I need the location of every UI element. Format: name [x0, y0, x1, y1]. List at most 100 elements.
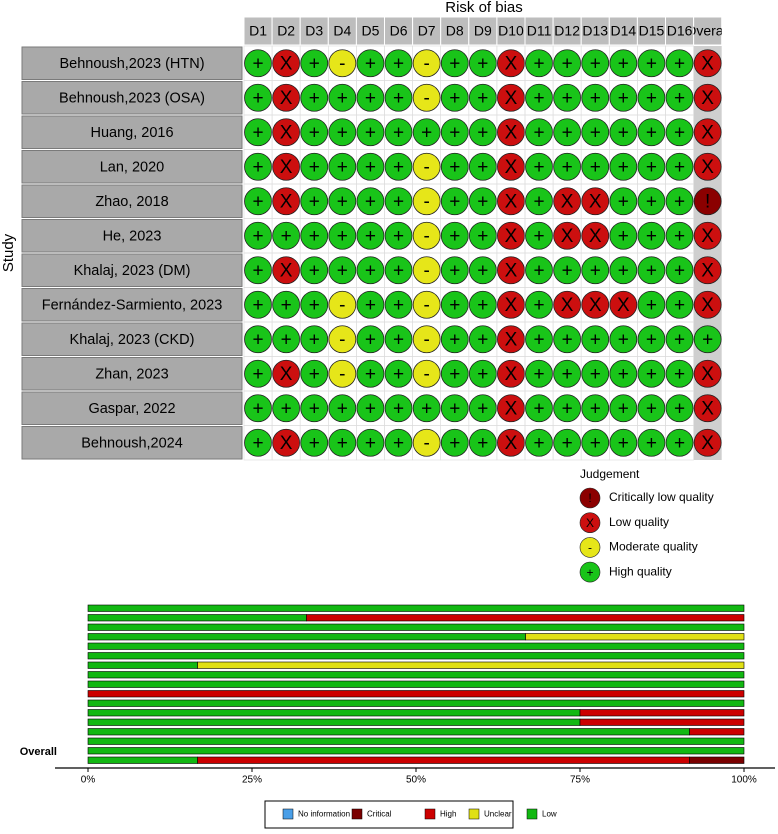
judgement-symbol: + — [337, 122, 348, 143]
judgement-symbol: + — [533, 191, 544, 212]
judgement-symbol: + — [618, 398, 629, 419]
judgement-symbol: + — [421, 122, 432, 143]
judgement-dot — [412, 359, 441, 388]
bar-segment — [87, 623, 745, 631]
judgement-dot — [665, 290, 694, 319]
judgement-dot — [244, 49, 272, 78]
judgement-symbol: X — [701, 122, 714, 143]
judgement-symbol: + — [449, 398, 460, 419]
x-tick-label: 50% — [406, 775, 426, 786]
judgement-dot — [468, 49, 497, 78]
judgement-dot — [328, 152, 357, 181]
judgement-dot — [412, 152, 441, 181]
judgement-dot — [581, 290, 610, 319]
judgement-dot — [468, 187, 497, 216]
judgement-symbol: + — [393, 433, 404, 454]
judgement-dot — [300, 187, 329, 216]
judgement-dot — [581, 221, 610, 250]
judgement-symbol: + — [618, 329, 629, 350]
legend-dot — [579, 537, 601, 558]
legend-dot — [579, 487, 601, 509]
judgement-dot — [300, 428, 329, 457]
judgement-symbol: X — [280, 433, 293, 454]
judgement-dot — [693, 83, 722, 112]
judgement-symbol: + — [252, 364, 263, 385]
judgement-dot — [244, 290, 272, 319]
judgement-dot — [300, 290, 329, 319]
column-header-cell — [665, 16, 695, 46]
judgement-symbol: + — [365, 53, 376, 74]
judgement-symbol: + — [252, 88, 263, 109]
judgement-symbol: + — [449, 329, 460, 350]
judgement-dot — [328, 187, 357, 216]
column-header-cell — [384, 16, 414, 46]
column-header-cell — [496, 16, 526, 46]
study-label: He, 2023 — [103, 229, 162, 245]
judgement-symbol: + — [477, 88, 488, 109]
column-header: D1 — [249, 23, 267, 39]
judgement-dot — [244, 394, 272, 423]
judgement-dot — [553, 428, 582, 457]
judgement-dot — [581, 256, 610, 285]
judgement-symbol: X — [280, 122, 293, 143]
judgement-symbol: + — [562, 433, 573, 454]
judgement-dot — [581, 428, 610, 457]
judgement-symbol: - — [423, 191, 429, 212]
bar-segment — [689, 756, 745, 764]
y-axis-label: Study — [0, 233, 17, 272]
judgement-symbol: X — [505, 53, 518, 74]
judgement-dot — [665, 359, 694, 388]
bar-segment — [579, 709, 745, 717]
judgement-symbol: + — [674, 329, 685, 350]
bar-segment — [197, 661, 745, 669]
judgement-dot — [272, 152, 301, 181]
judgement-dot — [693, 394, 722, 423]
judgement-dot — [637, 394, 666, 423]
judgement-symbol: + — [533, 226, 544, 247]
judgement-symbol: - — [339, 329, 345, 350]
legend-swatch — [351, 808, 363, 820]
judgement-dot — [693, 325, 722, 354]
judgement-dot — [693, 118, 722, 147]
study-label-cell — [21, 288, 243, 322]
legend-symbol: + — [586, 565, 593, 579]
judgement-symbol: + — [309, 191, 320, 212]
judgement-symbol: + — [562, 329, 573, 350]
judgement-symbol: + — [309, 398, 320, 419]
judgement-symbol: + — [562, 88, 573, 109]
column-header-cell — [693, 16, 723, 46]
judgement-symbol: X — [505, 122, 518, 143]
judgement-dot — [525, 83, 553, 112]
column-header: Overall — [685, 23, 729, 39]
legend-label: Unclear — [484, 810, 512, 819]
judgement-dot — [525, 359, 553, 388]
judgement-symbol: + — [533, 122, 544, 143]
judgement-dot — [609, 325, 638, 354]
judgement-dot — [244, 428, 272, 457]
bar-segment — [87, 652, 745, 660]
legend-label: Moderate quality — [609, 540, 698, 554]
bar-segment — [87, 756, 198, 764]
judgement-dot — [637, 118, 666, 147]
judgement-dot — [440, 428, 469, 457]
judgement-symbol: + — [646, 364, 657, 385]
judgement-symbol: + — [252, 260, 263, 281]
judgement-symbol: + — [590, 53, 601, 74]
judgement-dot — [328, 394, 357, 423]
legend-swatch — [424, 808, 436, 820]
judgement-dot — [553, 359, 582, 388]
judgement-dot — [356, 290, 385, 319]
judgement-symbol: + — [449, 157, 460, 178]
judgement-dot — [272, 221, 301, 250]
bar-segment — [87, 633, 526, 641]
judgement-symbol: + — [309, 364, 320, 385]
x-tick-label: 0% — [81, 775, 96, 786]
judgement-symbol: + — [281, 295, 292, 316]
study-label-cell — [21, 253, 243, 287]
judgement-symbol: + — [674, 122, 685, 143]
judgement-dot — [581, 359, 610, 388]
judgement-dot — [581, 152, 610, 181]
column-header-cell — [355, 16, 385, 46]
judgement-symbol: X — [701, 88, 714, 109]
judgement-symbol: + — [252, 122, 263, 143]
